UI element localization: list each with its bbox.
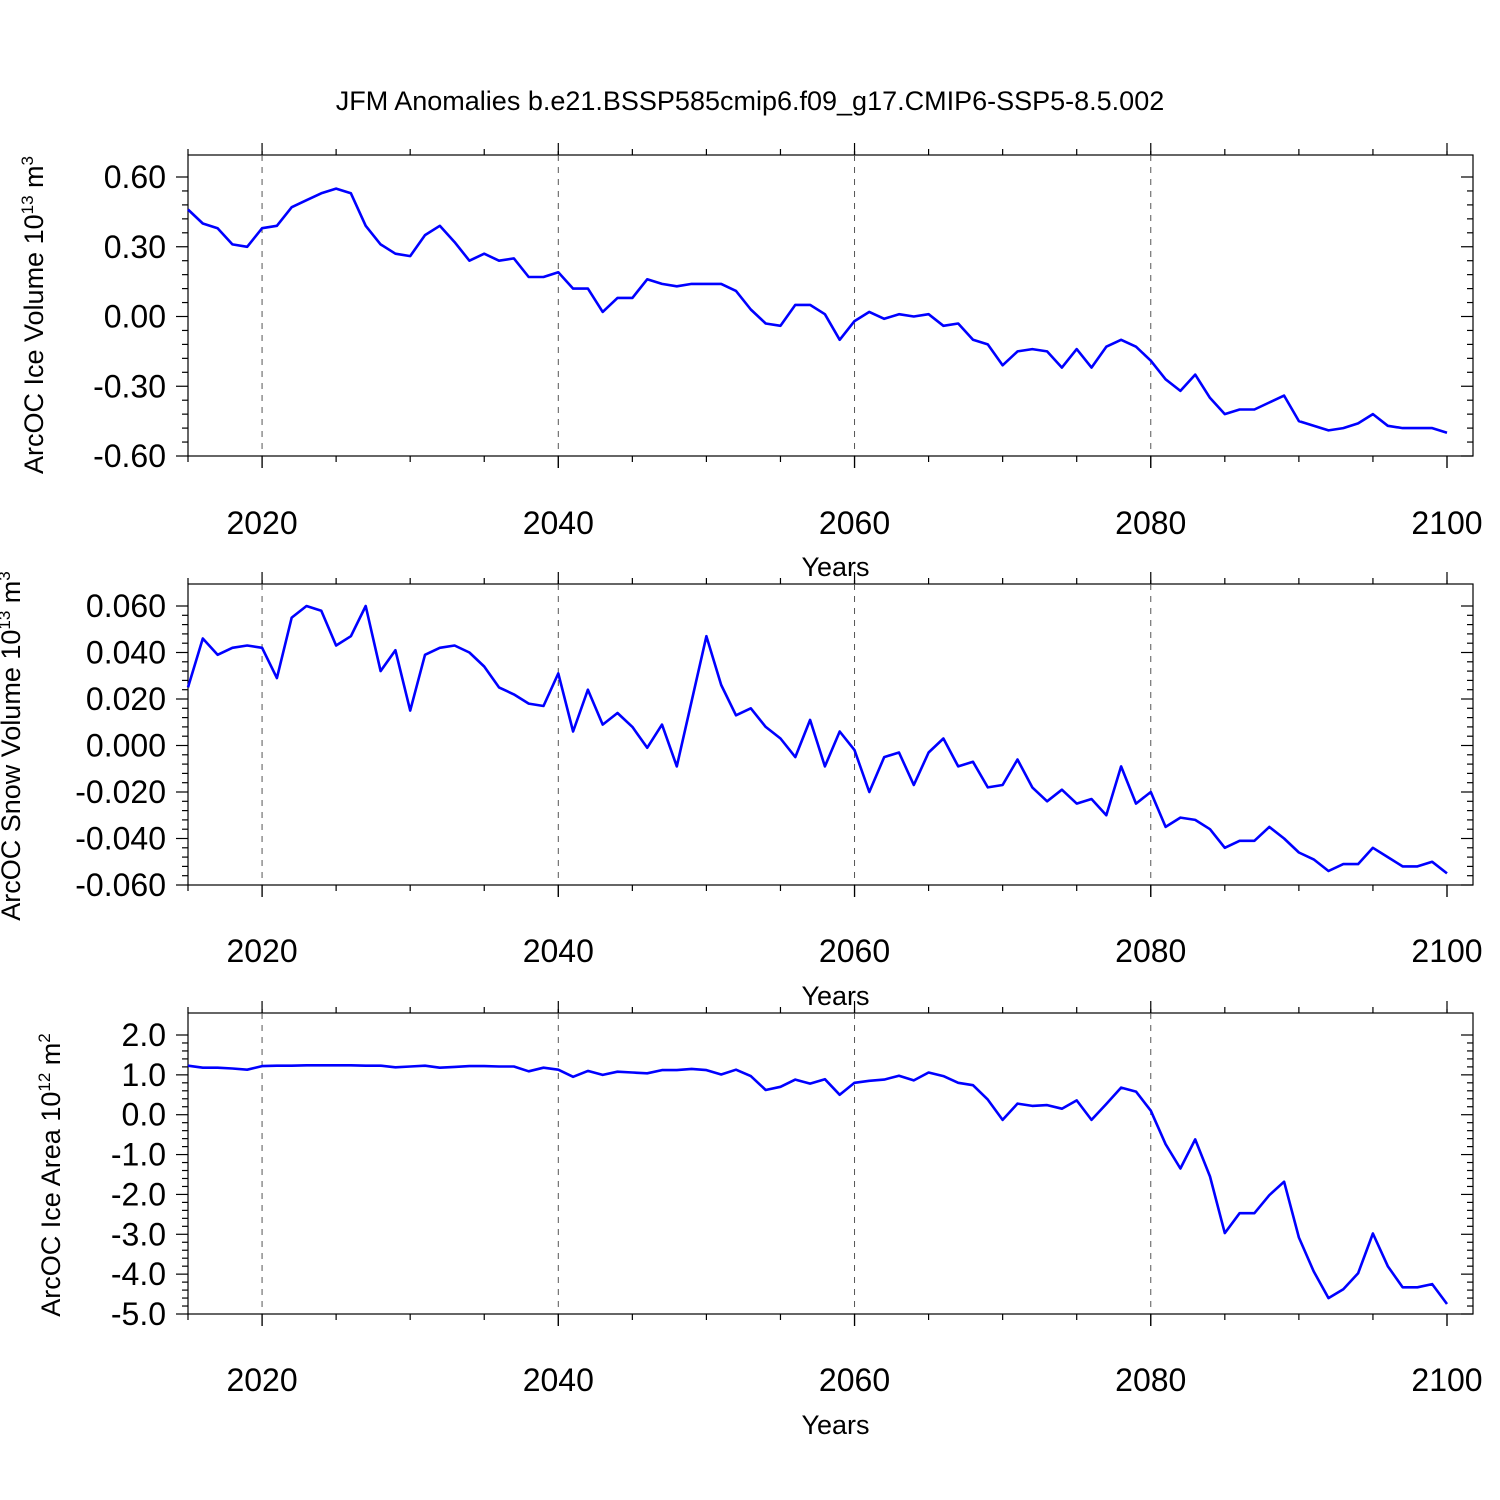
x-tick-label: 2080: [1115, 505, 1186, 541]
plot-frame: [187, 583, 1474, 886]
y-tick-label: -5.0: [111, 1296, 166, 1332]
x-tick-label: 2100: [1411, 1362, 1482, 1398]
snow-volume-panel: 2020 2040 2060 2080 2100 0.060 0.040 0.020 0.000…: [0, 571, 1483, 1011]
y-tick-label: -0.60: [93, 438, 166, 474]
y-tick-label: 2.0: [122, 1017, 166, 1053]
y-tick-label: -0.020: [75, 774, 166, 810]
x-tick-label: 2100: [1411, 933, 1482, 969]
chart-title: JFM Anomalies b.e21.BSSP585cmip6.f09_g17…: [336, 86, 1164, 116]
y-tick-label: -4.0: [111, 1256, 166, 1292]
y-tick-label: 0.30: [104, 229, 166, 265]
x-tick-label: 2060: [819, 933, 890, 969]
plot-frame: [187, 154, 1474, 457]
x-tick-label: 2040: [523, 1362, 594, 1398]
y-tick-label: 0.020: [86, 681, 166, 717]
y-axis-label: ArcOC Ice Area 1012 m2: [35, 1033, 66, 1317]
x-tick-label: 2080: [1115, 1362, 1186, 1398]
y-tick-label: 0.040: [86, 635, 166, 671]
x-tick-label: 2020: [226, 1362, 297, 1398]
y-tick-label: -3.0: [111, 1216, 166, 1252]
y-tick-label: 0.60: [104, 159, 166, 195]
y-tick-label: 0.0: [122, 1097, 166, 1133]
x-tick-label: 2040: [523, 505, 594, 541]
y-tick-label: -0.30: [93, 368, 166, 404]
x-axis-label: Years: [801, 1410, 869, 1440]
y-tick-label: 0.000: [86, 728, 166, 764]
ice-volume-panel: 2020 2040 2060 2080 2100 0.60 0.30 0.00 -0.30 -0.…: [18, 143, 1483, 582]
x-tick-label: 2040: [523, 933, 594, 969]
x-tick-label: 2020: [226, 505, 297, 541]
y-tick-label: 0.060: [86, 588, 166, 624]
data-series-line: [186, 604, 1448, 875]
ice-area-panel: 2020 2040 2060 2080 2100 2.0 1.0 0.0 -1.0-2.0 -3.…: [35, 1001, 1483, 1440]
data-series-line: [187, 1064, 1449, 1305]
x-axis-label: Years: [801, 552, 869, 582]
x-tick-label: 2020: [226, 933, 297, 969]
y-tick-label: -0.040: [75, 821, 166, 857]
y-tick-label: -1.0: [111, 1137, 166, 1173]
data-series-line: [187, 187, 1448, 435]
y-tick-label: 0.00: [104, 299, 166, 335]
y-tick-label: 1.0: [122, 1057, 166, 1093]
y-tick-label: -0.060: [75, 867, 166, 903]
x-tick-label: 2100: [1411, 505, 1482, 541]
y-axis-label: ArcOC Ice Volume 1013 m3: [18, 156, 49, 474]
y-axis-label: ArcOC Snow Volume 1013 m3: [0, 571, 26, 921]
y-tick-label: -2.0: [111, 1176, 166, 1212]
x-tick-label: 2060: [819, 505, 890, 541]
plot-frame: [187, 1012, 1474, 1315]
x-tick-label: 2060: [819, 1362, 890, 1398]
x-tick-label: 2080: [1115, 933, 1186, 969]
x-axis-label: Years: [801, 981, 869, 1011]
